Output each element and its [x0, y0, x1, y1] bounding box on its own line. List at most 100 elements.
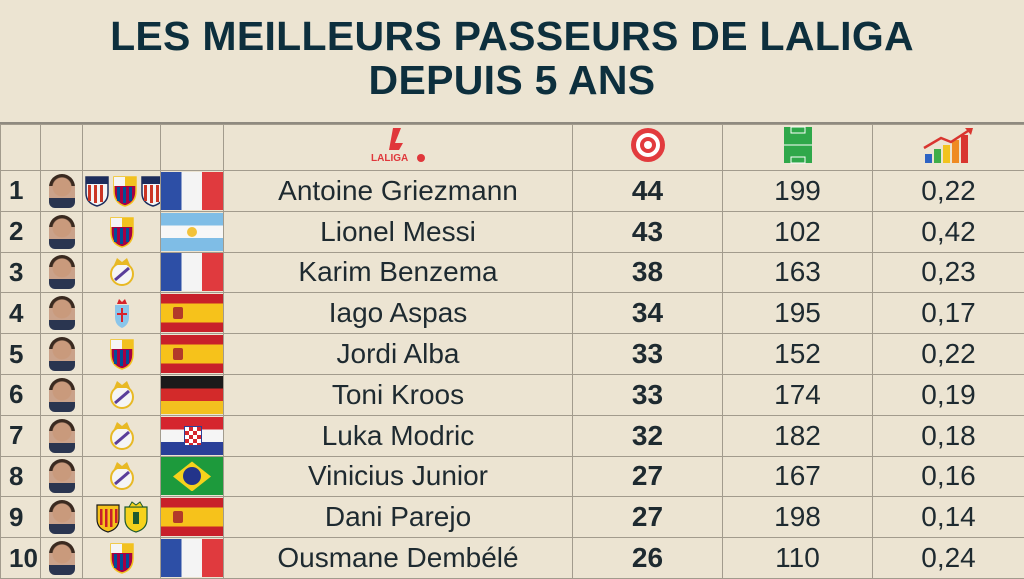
- laliga-logo-icon: LALIGA: [363, 125, 433, 165]
- matches-value: 195: [723, 293, 873, 334]
- flag-fr-icon: [161, 253, 223, 291]
- flag-es-icon: [161, 294, 223, 332]
- photo-cell: [41, 171, 83, 212]
- flag-cell: [161, 374, 224, 415]
- header-rank-cell: [1, 125, 41, 171]
- laliga-logo-text: LALIGA: [371, 153, 408, 164]
- rank-cell: 6: [1, 374, 41, 415]
- assists-value: 34: [573, 293, 723, 334]
- player-photo-icon: [49, 174, 75, 208]
- assists-value: 27: [573, 497, 723, 538]
- real-madrid-crest-icon: [109, 420, 135, 452]
- ratio-value: 0,18: [873, 415, 1024, 456]
- valencia-crest-icon: [95, 501, 121, 533]
- matches-value: 174: [723, 374, 873, 415]
- player-name: Karim Benzema: [224, 252, 573, 293]
- header-ratio-cell: [873, 125, 1024, 171]
- flag-fr-icon: [161, 539, 223, 577]
- club-cell: [83, 252, 161, 293]
- photo-cell: [41, 456, 83, 497]
- atletico-crest-icon: [140, 175, 161, 207]
- photo-cell: [41, 293, 83, 334]
- player-photo-icon: [49, 337, 75, 371]
- flag-cell: [161, 252, 224, 293]
- celta-crest-icon: [109, 297, 135, 329]
- ratio-value: 0,17: [873, 293, 1024, 334]
- assists-value: 43: [573, 211, 723, 252]
- player-name: Toni Kroos: [224, 374, 573, 415]
- player-photo-icon: [49, 500, 75, 534]
- player-name: Jordi Alba: [224, 334, 573, 375]
- real-madrid-crest-icon: [109, 379, 135, 411]
- assists-value: 38: [573, 252, 723, 293]
- player-name: Iago Aspas: [224, 293, 573, 334]
- flag-cell: [161, 538, 224, 579]
- ratio-value: 0,24: [873, 538, 1024, 579]
- club-cell: [83, 374, 161, 415]
- matches-value: 198: [723, 497, 873, 538]
- barcelona-crest-icon: [109, 216, 135, 248]
- club-cell: [83, 497, 161, 538]
- player-name: Ousmane Dembélé: [224, 538, 573, 579]
- rank-cell: 10: [1, 538, 41, 579]
- header-flag-cell: [161, 125, 224, 171]
- flag-cell: [161, 211, 224, 252]
- assists-value: 32: [573, 415, 723, 456]
- player-name: Vinicius Junior: [224, 456, 573, 497]
- club-cell: [83, 334, 161, 375]
- header-assists-cell: [573, 125, 723, 171]
- rank-cell: 2: [1, 211, 41, 252]
- pitch-icon: [783, 126, 813, 164]
- atletico-crest-icon: [84, 175, 110, 207]
- flag-cell: [161, 171, 224, 212]
- matches-value: 102: [723, 211, 873, 252]
- assists-value: 44: [573, 171, 723, 212]
- villarreal-crest-icon: [123, 501, 149, 533]
- rank-cell: 8: [1, 456, 41, 497]
- player-name: Lionel Messi: [224, 211, 573, 252]
- club-cell: [83, 456, 161, 497]
- flag-ar-icon: [161, 213, 223, 251]
- flag-de-icon: [161, 376, 223, 414]
- title-line-1: LES MEILLEURS PASSEURS DE LALIGA: [0, 14, 1024, 58]
- photo-cell: [41, 538, 83, 579]
- flag-cell: [161, 497, 224, 538]
- rank-cell: 1: [1, 171, 41, 212]
- player-photo-icon: [49, 296, 75, 330]
- player-name: Luka Modric: [224, 415, 573, 456]
- ratio-value: 0,14: [873, 497, 1024, 538]
- flag-hr-icon: [161, 417, 223, 455]
- club-cell: [83, 293, 161, 334]
- rank-cell: 5: [1, 334, 41, 375]
- club-cell: [83, 415, 161, 456]
- assists-value: 27: [573, 456, 723, 497]
- photo-cell: [41, 334, 83, 375]
- club-cell: [83, 211, 161, 252]
- ratio-value: 0,22: [873, 171, 1024, 212]
- flag-es-icon: [161, 335, 223, 373]
- flag-es-icon: [161, 498, 223, 536]
- club-cell: [83, 538, 161, 579]
- player-photo-icon: [49, 541, 75, 575]
- photo-cell: [41, 415, 83, 456]
- matches-value: 199: [723, 171, 873, 212]
- real-madrid-crest-icon: [109, 256, 135, 288]
- photo-cell: [41, 252, 83, 293]
- assists-value: 33: [573, 334, 723, 375]
- player-name: Antoine Griezmann: [224, 171, 573, 212]
- player-photo-icon: [49, 215, 75, 249]
- club-cell: [83, 171, 161, 212]
- barcelona-crest-icon: [112, 175, 138, 207]
- matches-value: 110: [723, 538, 873, 579]
- player-photo-icon: [49, 378, 75, 412]
- growth-chart-icon: [921, 126, 977, 164]
